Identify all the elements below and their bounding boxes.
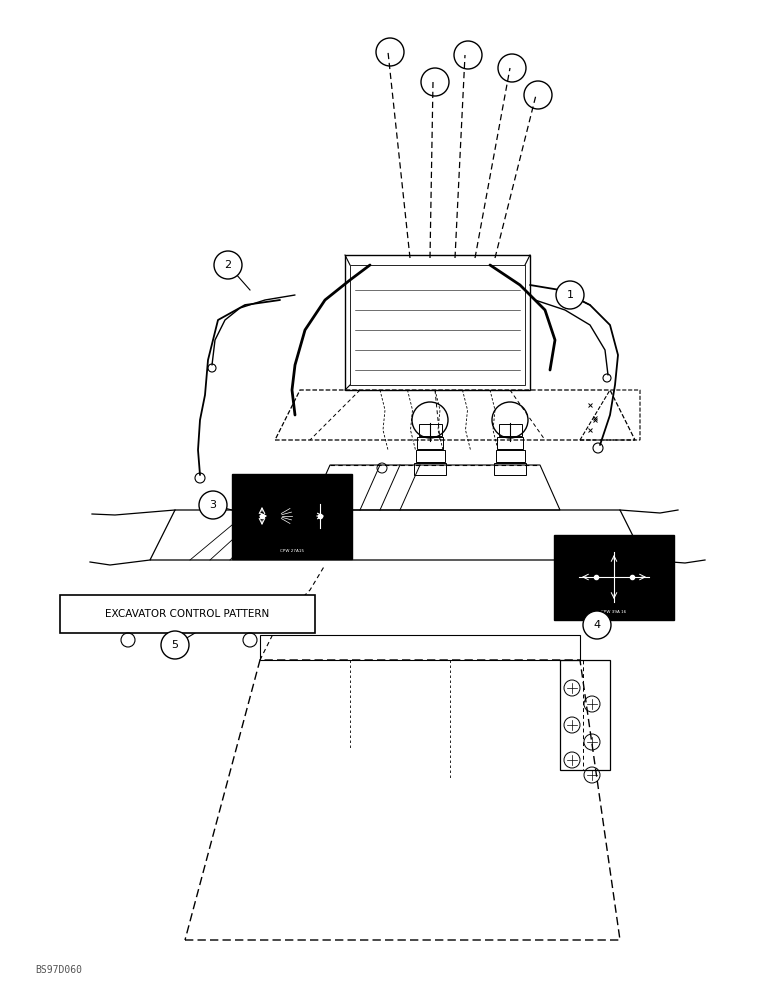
Text: 4: 4 — [594, 620, 601, 630]
Text: BS97D060: BS97D060 — [35, 965, 82, 975]
Bar — [497, 437, 523, 449]
Bar — [496, 450, 525, 462]
Text: EXCAVATOR CONTROL PATTERN: EXCAVATOR CONTROL PATTERN — [105, 609, 269, 619]
Circle shape — [199, 491, 227, 519]
Bar — [419, 424, 442, 436]
Text: 3: 3 — [209, 500, 216, 510]
Circle shape — [556, 281, 584, 309]
Bar — [60, 595, 315, 633]
Circle shape — [214, 251, 242, 279]
Text: CPW 39A 16: CPW 39A 16 — [601, 610, 627, 614]
Bar — [499, 424, 522, 436]
Text: 5: 5 — [171, 640, 178, 650]
Text: 1: 1 — [567, 290, 574, 300]
Circle shape — [583, 611, 611, 639]
Bar — [414, 463, 446, 475]
Bar — [554, 535, 674, 620]
Circle shape — [161, 631, 189, 659]
Text: 2: 2 — [225, 260, 232, 270]
Bar — [494, 463, 526, 475]
Text: CPW 27A15: CPW 27A15 — [280, 549, 304, 553]
Bar — [232, 474, 352, 559]
Bar — [416, 450, 445, 462]
Bar — [417, 437, 443, 449]
